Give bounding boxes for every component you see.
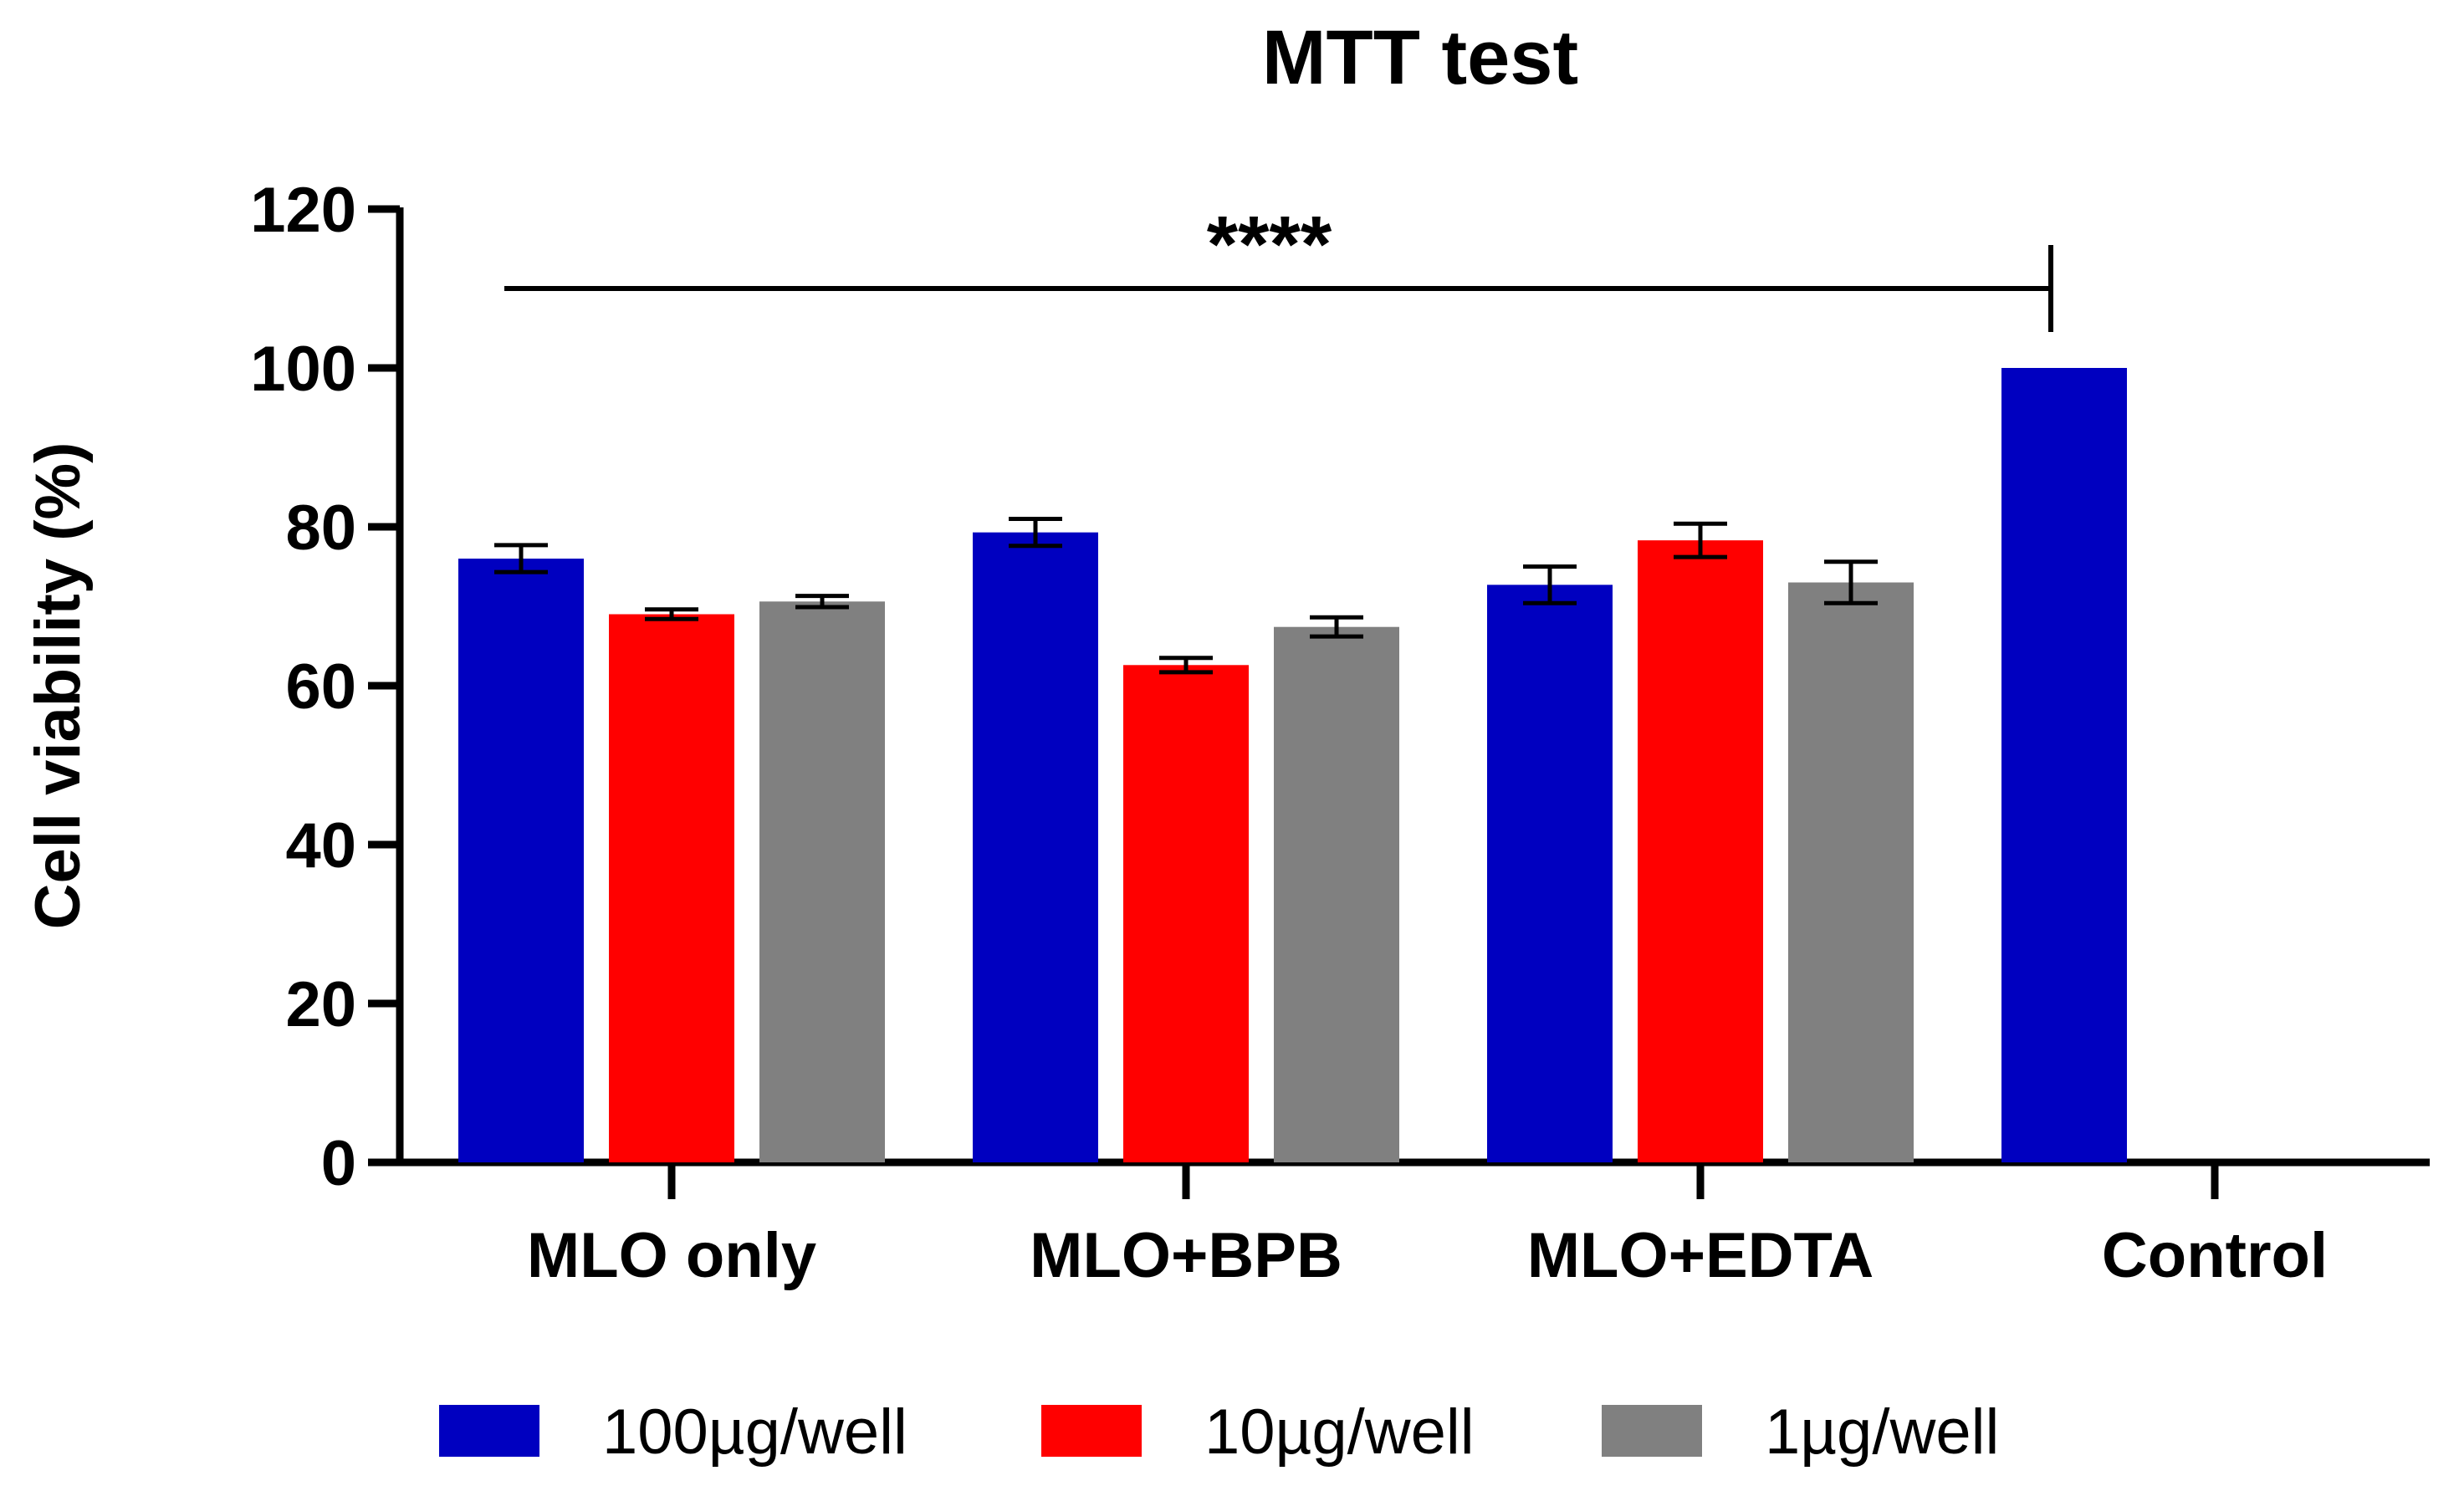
bar: [1487, 585, 1613, 1162]
bar: [973, 532, 1098, 1162]
y-ticks: 0 20 40 60 80 100 120: [250, 175, 400, 1199]
chart-title: MTT test: [1262, 15, 1578, 100]
legend-swatch: [439, 1405, 539, 1457]
x-category-label: MLO only: [527, 1220, 816, 1291]
legend-label: 100µg/well: [602, 1397, 907, 1468]
y-tick-label: 60: [285, 651, 356, 723]
bar: [1638, 540, 1763, 1162]
bar: [1274, 626, 1399, 1162]
x-category-label: MLO+BPB: [1030, 1220, 1342, 1291]
y-axis-label: Cell viability (%): [23, 442, 94, 930]
y-tick-label: 120: [250, 175, 356, 246]
bar: [1788, 582, 1914, 1162]
bars: [458, 368, 2127, 1162]
x-category-label: MLO+EDTA: [1527, 1220, 1874, 1291]
y-tick-label: 80: [285, 493, 356, 564]
bar: [609, 614, 734, 1162]
x-categories: MLO only MLO+BPB MLO+EDTA Control: [527, 1162, 2328, 1291]
y-tick-label: 20: [285, 969, 356, 1040]
bar: [458, 559, 584, 1162]
legend-label: 1µg/well: [1765, 1397, 1999, 1468]
bar: [2001, 368, 2127, 1162]
legend: 100µg/well 10µg/well 1µg/well: [439, 1397, 1999, 1468]
bar: [1123, 665, 1249, 1162]
legend-swatch: [1602, 1405, 1702, 1457]
significance-annotation: ****: [504, 200, 2053, 332]
x-category-label: Control: [2102, 1220, 2328, 1291]
y-tick-label: 100: [250, 334, 356, 405]
y-tick-label: 40: [285, 810, 356, 881]
legend-swatch: [1041, 1405, 1142, 1457]
significance-stars: ****: [1207, 200, 1332, 289]
bar: [759, 601, 885, 1162]
legend-label: 10µg/well: [1204, 1397, 1475, 1468]
y-tick-label: 0: [321, 1128, 356, 1199]
